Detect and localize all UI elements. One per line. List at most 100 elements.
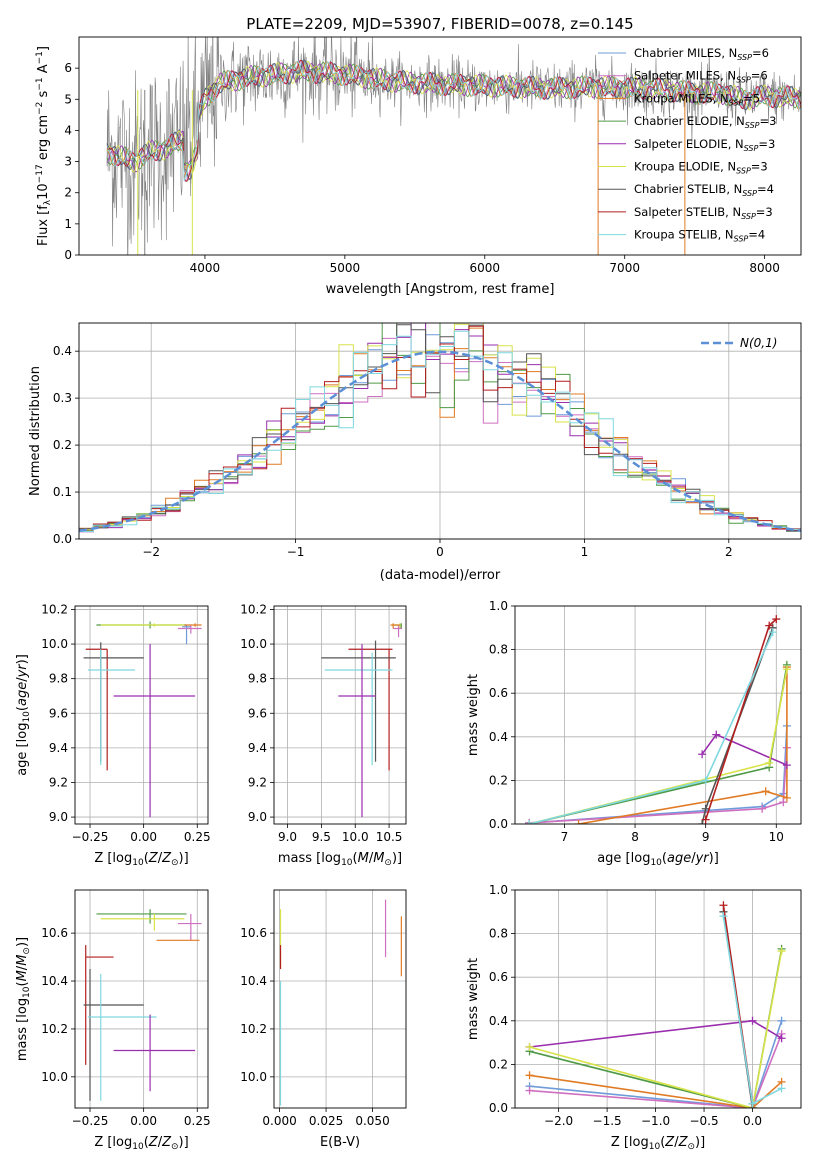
x-tick-label: 10 xyxy=(769,830,784,844)
weight-marker xyxy=(777,1084,786,1093)
errorbar-point xyxy=(182,625,191,645)
plot-area xyxy=(79,323,801,533)
errorbar-point xyxy=(83,969,144,1101)
legend-label: Kroupa MILES, NSSP=5 xyxy=(634,91,760,107)
errorbar-point xyxy=(177,625,202,634)
weight-marker xyxy=(782,665,791,674)
y-tick-label: 0.2 xyxy=(489,773,508,787)
y-axis-label: mass weight xyxy=(466,958,481,1040)
x-axis-label: Z [log10(Z/Z⊙)] xyxy=(611,1135,705,1152)
x-tick-label: 0.25 xyxy=(184,830,211,844)
y-tick-label: 9.0 xyxy=(49,810,68,824)
legend-label: Chabrier ELODIE, NSSP=3 xyxy=(634,114,776,130)
y-tick-label: 10.2 xyxy=(240,1022,267,1036)
weight-marker xyxy=(698,820,707,824)
axes-frame xyxy=(74,605,209,825)
y-tick-label: 4 xyxy=(64,123,72,137)
x-tick-label: −1.0 xyxy=(641,1114,670,1128)
weight-line xyxy=(529,1074,783,1108)
errorbar-point xyxy=(100,913,185,931)
weight-marker xyxy=(525,1042,534,1051)
x-axis-label: wavelength [Angstrom, rest frame] xyxy=(326,282,555,297)
weight-line xyxy=(529,725,788,824)
weight-marker xyxy=(777,1016,786,1025)
y-tick-label: 1.0 xyxy=(489,599,508,613)
model-spectrum-line xyxy=(106,60,801,181)
x-tick-label: 10.0 xyxy=(342,830,369,844)
residuals-histogram: −2 −1 0 1 2 0.0 0.1 0.2 0.3 0.4 N(0,1) (data-model)… xyxy=(28,322,802,583)
y-tick-label: 10.6 xyxy=(240,926,267,940)
y-tick-label: 10.6 xyxy=(41,926,68,940)
y-tick-label: 9.6 xyxy=(49,706,68,720)
residual-step-line xyxy=(79,330,801,532)
x-tick-label: −2.0 xyxy=(544,1114,573,1128)
x-tick-label: 8000 xyxy=(749,261,780,275)
y-tick-label: 10.2 xyxy=(41,602,68,616)
x-tick-label: 9.5 xyxy=(312,830,331,844)
weight-marker xyxy=(701,815,710,824)
x-tick-label: 0.000 xyxy=(262,1114,296,1128)
y-tick-label: 0.1 xyxy=(53,485,72,499)
y-tick-label: 10.2 xyxy=(41,1022,68,1036)
y-tick-label: 0.4 xyxy=(489,1014,508,1028)
y-tick-label: 9.2 xyxy=(49,775,68,789)
errorbar-point xyxy=(83,642,144,762)
x-tick-label: −0.25 xyxy=(72,830,109,844)
plot-area xyxy=(106,37,801,255)
y-tick-label: 0.6 xyxy=(489,970,508,984)
x-tick-label: 8 xyxy=(631,830,639,844)
weight-line xyxy=(529,950,783,1108)
weight-marker xyxy=(779,798,788,807)
weight-marker xyxy=(574,820,583,824)
errorbar-point xyxy=(85,648,108,771)
y-tick-label: 0.8 xyxy=(489,643,508,657)
plot-area xyxy=(525,615,791,824)
errorbar-point xyxy=(338,644,376,818)
x-axis-label: Z [log10(Z/Z⊙)] xyxy=(94,1135,188,1152)
x-tick-label: 0.0 xyxy=(743,1114,762,1128)
x-tick-label: 0.25 xyxy=(184,1114,211,1128)
x-tick-label: 0.050 xyxy=(355,1114,389,1128)
weight-marker xyxy=(782,761,791,770)
axes-frame xyxy=(78,36,802,256)
plot-area xyxy=(321,623,402,818)
weight-marker xyxy=(765,758,774,767)
legend-label: Chabrier MILES, NSSP=6 xyxy=(634,46,769,62)
x-tick-label: −0.5 xyxy=(689,1114,718,1128)
weight-marker xyxy=(765,621,774,630)
x-tick-label: 2 xyxy=(725,545,733,559)
x-tick-label: 10.5 xyxy=(376,830,403,844)
age-vs-mass-plot: 9.0 9.5 10.0 10.5 9.0 9.2 9.4 9.6 9.8 10.0 10.2 mas… xyxy=(240,602,407,868)
x-tick-label: 6000 xyxy=(470,261,501,275)
errorbar-point xyxy=(113,644,196,818)
weight-line xyxy=(529,747,788,824)
weight-marker xyxy=(758,804,767,813)
residual-step-line xyxy=(79,324,801,532)
axes-frame xyxy=(514,889,802,1109)
age-vs-metallicity-plot: −0.25 0.00 0.25 9.0 9.2 9.4 9.6 9.8 10.0 10.2 Z [l… xyxy=(15,602,211,868)
y-tick-label: 10.0 xyxy=(41,637,68,651)
y-tick-label: 1.0 xyxy=(489,883,508,897)
y-tick-label: 0.0 xyxy=(53,532,72,546)
errorbar-point xyxy=(321,640,396,762)
y-tick-label: 2 xyxy=(64,186,72,200)
weight-marker xyxy=(712,730,721,739)
y-tick-label: 1 xyxy=(64,217,72,231)
x-tick-label: 0 xyxy=(436,545,444,559)
figure-title: PLATE=2209, MJD=53907, FIBERID=0078, z=0… xyxy=(246,15,633,33)
x-tick-label: 9 xyxy=(702,830,710,844)
errorbar-point xyxy=(96,909,187,924)
legend-label: Salpeter STELIB, NSSP=3 xyxy=(634,205,773,221)
weight-marker xyxy=(525,1086,534,1095)
y-tick-label: 9.8 xyxy=(49,672,68,686)
y-tick-label: 3 xyxy=(64,155,72,169)
x-tick-label: 7000 xyxy=(609,261,640,275)
y-tick-label: 9.4 xyxy=(49,741,68,755)
x-axis-label: (data-model)/error xyxy=(380,568,501,583)
weight-marker xyxy=(777,947,786,956)
model-spectrum-line xyxy=(106,59,801,182)
weight-marker xyxy=(701,776,710,785)
errorbar-point xyxy=(177,913,202,941)
y-tick-label: 10.0 xyxy=(41,1070,68,1084)
errorbar-point xyxy=(113,1014,196,1092)
